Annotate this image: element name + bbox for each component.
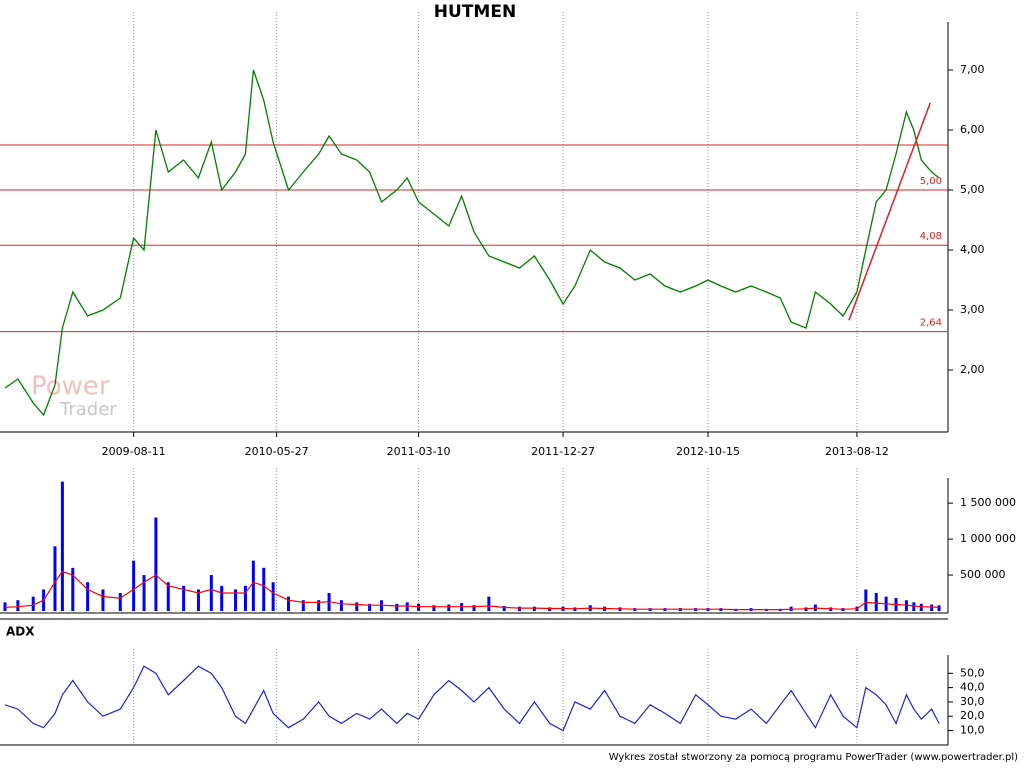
volume-bar <box>182 585 186 611</box>
level-label: 4,08 <box>920 231 942 242</box>
volume-bar <box>912 602 916 611</box>
volume-bar <box>518 606 522 611</box>
volume-bar <box>234 589 238 611</box>
y-tick-label: 500 000 <box>960 568 1006 581</box>
level-label: 5,00 <box>920 176 942 187</box>
volume-bar <box>142 575 146 611</box>
volume-bar <box>101 589 105 611</box>
volume-bar <box>368 603 372 611</box>
x-tick-label: 2009-08-11 <box>102 445 166 458</box>
volume-bar <box>417 603 421 611</box>
y-tick-label: 4,00 <box>960 243 985 256</box>
volume-bar <box>301 600 305 611</box>
volume-bar <box>3 602 7 611</box>
y-tick-label: 7,00 <box>960 63 985 76</box>
volume-bar <box>196 589 200 611</box>
y-tick-label: 1 000 000 <box>960 532 1016 545</box>
volume-bar <box>118 593 122 611</box>
volume-bar <box>16 600 20 611</box>
volume-bar <box>209 575 213 611</box>
volume-bar <box>271 582 275 611</box>
x-tick-label: 2012-10-15 <box>676 445 740 458</box>
volume-bar <box>60 481 64 611</box>
x-tick-label: 2011-03-10 <box>387 445 451 458</box>
volume-bar <box>339 600 343 611</box>
volume-bar <box>930 604 934 611</box>
level-label: 2,64 <box>920 318 942 329</box>
volume-average <box>4 570 940 611</box>
y-tick-label: 5,00 <box>960 183 985 196</box>
y-tick-label: 2,00 <box>960 363 985 376</box>
volume-bar <box>262 567 266 611</box>
volume-bar <box>432 605 436 611</box>
y-tick-label: 10,0 <box>960 724 985 737</box>
volume-bar <box>548 607 552 611</box>
volume-bar <box>132 560 136 611</box>
volume-bar <box>405 602 409 611</box>
volume-bar <box>355 602 359 611</box>
volume-bar <box>71 567 75 611</box>
volume-bar <box>243 585 247 611</box>
volume-bar <box>220 585 224 611</box>
volume-bar <box>487 596 491 611</box>
volume-bar <box>447 604 451 611</box>
volume-bar <box>286 596 290 611</box>
watermark: Power <box>31 372 110 402</box>
volume-bar <box>53 546 57 611</box>
y-tick-label: 40,0 <box>960 681 985 694</box>
volume-bar <box>874 593 878 611</box>
y-tick-label: 50,0 <box>960 666 985 679</box>
volume-bar <box>395 603 399 611</box>
volume-bar <box>317 600 321 611</box>
panel-title: ADX <box>6 625 35 639</box>
chart-title: HUTMEN <box>434 2 516 22</box>
volume-bar <box>864 589 868 611</box>
volume-bar <box>31 596 35 611</box>
volume-bar <box>502 605 506 611</box>
watermark: Trader <box>59 399 117 420</box>
volume-bar <box>472 605 476 611</box>
x-tick-label: 2011-12-27 <box>531 445 595 458</box>
volume-bar <box>251 560 255 611</box>
footer: Wykres został stworzony za pomocą progra… <box>609 752 1018 763</box>
trend-line <box>848 102 931 321</box>
y-tick-label: 3,00 <box>960 303 985 316</box>
volume-bar <box>166 582 170 611</box>
price-line <box>4 665 940 732</box>
volume-bar <box>919 603 923 611</box>
volume-bar <box>937 605 941 611</box>
y-tick-label: 6,00 <box>960 123 985 136</box>
y-tick-label: 30,0 <box>960 695 985 708</box>
price-line <box>4 69 940 417</box>
volume-bar <box>532 606 536 611</box>
y-tick-label: 1 500 000 <box>960 496 1016 509</box>
y-tick-label: 20,0 <box>960 709 985 722</box>
volume-bar <box>86 582 90 611</box>
x-tick-label: 2013-08-12 <box>825 445 889 458</box>
volume-bar <box>154 517 158 611</box>
x-tick-label: 2010-05-27 <box>245 445 309 458</box>
